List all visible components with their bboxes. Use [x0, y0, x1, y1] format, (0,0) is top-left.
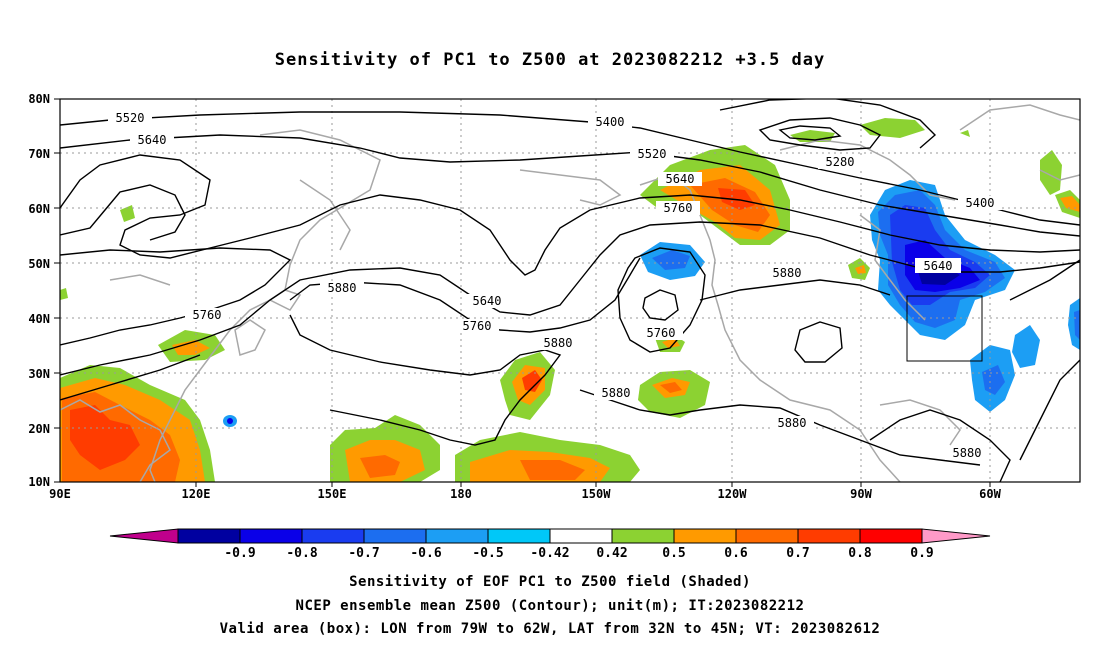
lon-label: 150E [318, 487, 347, 501]
lon-label: 150W [582, 487, 612, 501]
colorbar-cell [859, 528, 923, 544]
lat-label: 80N [28, 92, 50, 106]
colorbar-cell [673, 528, 737, 544]
shade-region-seasia-red [70, 405, 140, 470]
colorbar-left-arrow [109, 528, 179, 544]
contour-labels: 5520 5640 5400 5520 5640 5760 5280 5400 … [108, 111, 1002, 460]
lon-label: 120E [182, 487, 211, 501]
contour-label: 5880 [778, 416, 807, 430]
colorbar-tick-label: 0.7 [786, 546, 809, 561]
contour-label: 5640 [473, 294, 502, 308]
colorbar-tick-label: -0.7 [348, 546, 379, 561]
colorbar-cell [549, 528, 613, 544]
contour-label: 5400 [596, 115, 625, 129]
colorbar: -0.9 -0.8 -0.7 -0.6 -0.5 -0.42 0.42 0.5 0.6 0.7 0.… [109, 528, 991, 561]
contour-label: 5640 [138, 133, 167, 147]
colorbar-cell [177, 528, 241, 544]
contour-label: 5760 [463, 319, 492, 333]
contour-label: 5400 [966, 196, 995, 210]
contour-label: 5880 [953, 446, 982, 460]
lon-label: 90W [850, 487, 872, 501]
lat-label: 40N [28, 312, 50, 326]
colorbar-cells [177, 528, 923, 544]
colorbar-cell [363, 528, 427, 544]
colorbar-cell [797, 528, 861, 544]
lat-label: 30N [28, 367, 50, 381]
contour-label: 5280 [826, 155, 855, 169]
colorbar-cell [301, 528, 365, 544]
colorbar-tick-label: -0.8 [286, 546, 317, 561]
contour-label: 5880 [602, 386, 631, 400]
sensitivity-shading [60, 118, 1080, 482]
caption-contour: NCEP ensemble mean Z500 (Contour); unit(… [295, 598, 805, 614]
colorbar-tick-label: -0.9 [224, 546, 255, 561]
colorbar-cell [425, 528, 489, 544]
colorbar-tick-label: 0.9 [910, 546, 933, 561]
colorbar-tick-label: -0.5 [472, 546, 503, 561]
contour-label: 5880 [773, 266, 802, 280]
contour-label: 5520 [116, 111, 145, 125]
caption-valid-area: Valid area (box): LON from 79W to 62W, L… [219, 621, 881, 637]
lon-label: 60W [979, 487, 1001, 501]
colorbar-tick-label: -0.6 [410, 546, 441, 561]
contour-label: 5760 [664, 201, 693, 215]
lon-label: 90E [49, 487, 71, 501]
colorbar-tick-labels: -0.9 -0.8 -0.7 -0.6 -0.5 -0.42 0.42 0.5 0.6 0.7 0.… [224, 546, 933, 561]
colorbar-cell [611, 528, 675, 544]
contour-label: 5880 [544, 336, 573, 350]
lon-label: 120W [718, 487, 748, 501]
lon-label: 180 [450, 487, 472, 501]
colorbar-tick-label: -0.42 [530, 546, 569, 561]
contour-label: 5760 [647, 326, 676, 340]
lat-label: 70N [28, 147, 50, 161]
colorbar-tick-label: 0.8 [848, 546, 872, 561]
longitude-axis: 90E 120E 150E 180 150W 120W 90W 60W [49, 482, 1002, 501]
valid-area-box [906, 295, 983, 362]
contour-label: 5520 [638, 147, 667, 161]
colorbar-tick-label: 0.6 [724, 546, 748, 561]
contour-label: 5640 [666, 172, 695, 186]
colorbar-cell [735, 528, 799, 544]
colorbar-tick-label: 0.42 [596, 546, 627, 561]
map-title: Sensitivity of PC1 to Z500 at 2023082212… [274, 50, 826, 70]
lat-label: 10N [28, 475, 50, 489]
grid-lines [60, 99, 1080, 482]
shade-region-japan-orange [172, 340, 210, 355]
contour-label: 5760 [193, 308, 222, 322]
colorbar-right-arrow [921, 528, 991, 544]
latitude-axis: 80N 70N 60N 50N 40N 30N 20N 10N [28, 92, 60, 489]
lat-label: 50N [28, 257, 50, 271]
lat-label: 20N [28, 422, 50, 436]
colorbar-cell [487, 528, 551, 544]
colorbar-cell [239, 528, 303, 544]
contour-label: 5880 [328, 281, 357, 295]
map-frame [59, 98, 1081, 483]
contour-label: 5640 [924, 259, 953, 273]
colorbar-tick-label: 0.5 [662, 546, 685, 561]
caption-shading: Sensitivity of EOF PC1 to Z500 field (Sh… [349, 574, 751, 590]
lat-label: 60N [28, 202, 50, 216]
